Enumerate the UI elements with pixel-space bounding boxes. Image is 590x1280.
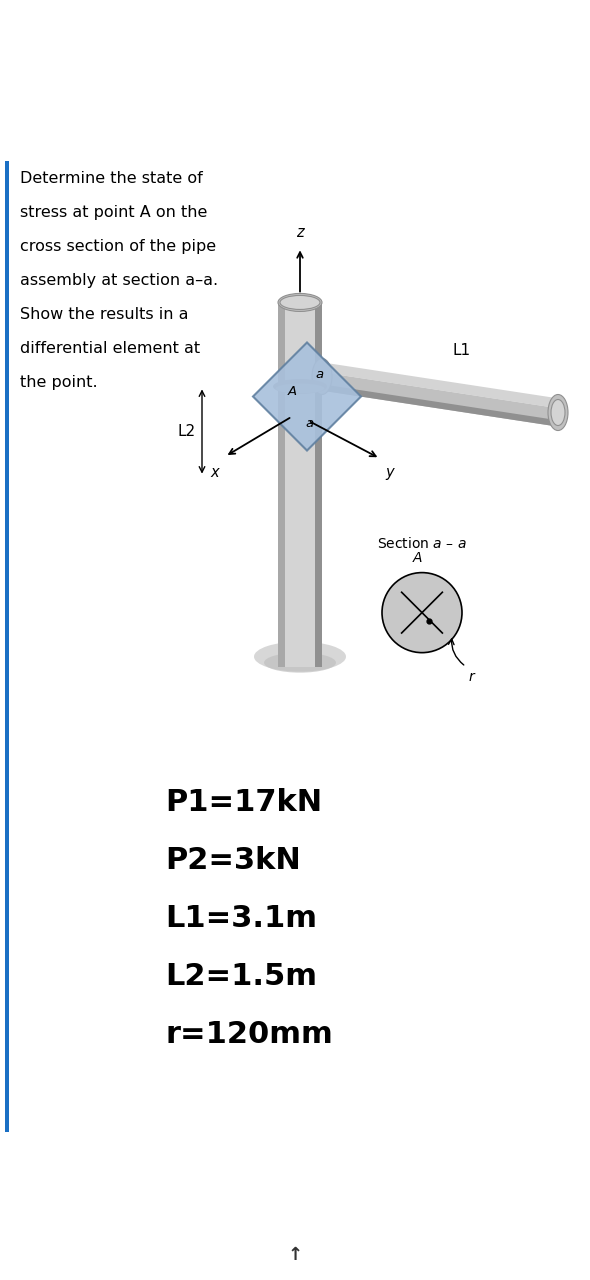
Ellipse shape — [312, 358, 332, 394]
Bar — [571, 27, 577, 44]
Polygon shape — [320, 384, 557, 426]
Ellipse shape — [280, 296, 320, 310]
Bar — [477, 17, 484, 54]
Text: ✏: ✏ — [540, 96, 555, 114]
Text: L1: L1 — [453, 343, 471, 358]
Text: stress at point A on the: stress at point A on the — [20, 205, 207, 220]
Text: P2=3kN: P2=3kN — [165, 846, 301, 874]
Polygon shape — [323, 362, 560, 408]
Polygon shape — [320, 372, 559, 426]
Ellipse shape — [276, 384, 325, 393]
Polygon shape — [315, 302, 322, 667]
Polygon shape — [285, 302, 315, 667]
Text: assembly at section a–a.: assembly at section a–a. — [20, 274, 218, 288]
Text: Determine the state of: Determine the state of — [20, 172, 203, 187]
Text: ×: × — [41, 95, 63, 119]
Polygon shape — [253, 343, 361, 451]
Text: A: A — [287, 385, 297, 398]
Text: AS16, Combined Loading: AS16, Combined Loading — [145, 97, 409, 116]
Text: x: x — [211, 465, 219, 480]
Text: r: r — [469, 669, 475, 684]
Ellipse shape — [551, 399, 565, 425]
Text: z: z — [296, 225, 304, 241]
Text: the point.: the point. — [20, 375, 97, 390]
Ellipse shape — [254, 641, 346, 672]
Bar — [467, 22, 474, 47]
Text: ↑: ↑ — [287, 1245, 303, 1265]
Ellipse shape — [548, 394, 568, 430]
Circle shape — [382, 572, 462, 653]
Text: 10:45: 10:45 — [44, 26, 101, 44]
Text: P1=17kN: P1=17kN — [165, 787, 322, 817]
Text: Section $\it{a}$ – $\it{a}$: Section $\it{a}$ – $\it{a}$ — [377, 535, 467, 550]
Bar — [457, 28, 464, 41]
Text: L2: L2 — [178, 424, 196, 439]
Text: y: y — [386, 465, 394, 480]
Bar — [5, 161, 9, 1132]
Text: L2=1.5m: L2=1.5m — [165, 961, 317, 991]
Text: L1=3.1m: L1=3.1m — [165, 904, 317, 933]
Text: cross section of the pipe: cross section of the pipe — [20, 239, 216, 255]
Ellipse shape — [264, 653, 336, 673]
Text: a: a — [316, 367, 324, 381]
Bar — [487, 10, 494, 60]
Text: r=120mm: r=120mm — [165, 1020, 333, 1048]
Text: A: A — [412, 550, 422, 564]
Ellipse shape — [273, 379, 327, 394]
Text: Show the results in a: Show the results in a — [20, 307, 188, 323]
Polygon shape — [278, 302, 285, 667]
Text: differential element at: differential element at — [20, 342, 200, 356]
Ellipse shape — [278, 293, 322, 311]
Text: a: a — [306, 417, 314, 430]
